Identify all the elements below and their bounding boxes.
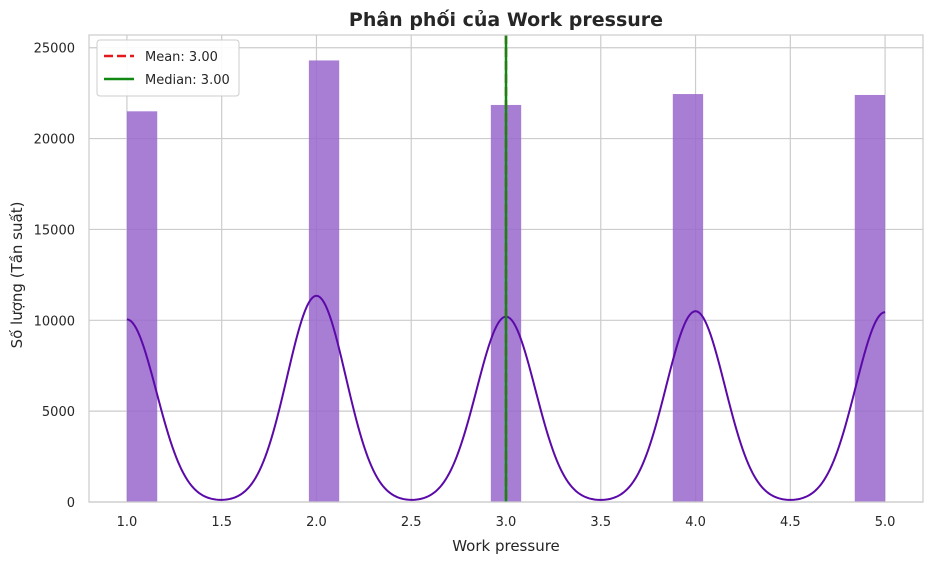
y-axis-label: Số lượng (Tần suất) xyxy=(8,202,26,349)
y-tick-label: 0 xyxy=(67,496,75,511)
y-tick-label: 10000 xyxy=(34,314,75,329)
x-tick-label: 1.5 xyxy=(211,515,232,530)
chart-title: Phân phối của Work pressure xyxy=(349,8,663,31)
legend: Mean: 3.00 Median: 3.00 xyxy=(96,39,240,97)
x-tick-label: 5.0 xyxy=(875,515,896,530)
plot-frame xyxy=(88,34,924,503)
x-tick-label: 3.5 xyxy=(590,515,611,530)
x-tick-label: 3.0 xyxy=(496,515,517,530)
x-tick-label: 2.0 xyxy=(306,515,327,530)
x-tick-label: 2.5 xyxy=(401,515,422,530)
histogram-bar xyxy=(672,94,704,502)
histogram-bar xyxy=(308,60,340,502)
x-tick-label: 4.0 xyxy=(685,515,706,530)
y-tick-labels: 0 5000 10000 15000 20000 25000 xyxy=(34,42,75,511)
legend-box xyxy=(96,39,240,97)
y-tick-label: 15000 xyxy=(34,223,75,238)
bars xyxy=(126,60,886,503)
legend-median-label: Median: 3.00 xyxy=(145,73,230,88)
y-tick-label: 25000 xyxy=(34,42,75,57)
legend-mean-label: Mean: 3.00 xyxy=(145,50,218,65)
x-tick-label: 4.5 xyxy=(780,515,801,530)
x-tick-label: 1.0 xyxy=(117,515,138,530)
x-axis-label: Work pressure xyxy=(452,537,560,555)
y-tick-label: 20000 xyxy=(34,133,75,148)
histogram-bar xyxy=(126,111,158,503)
y-tick-label: 5000 xyxy=(42,405,75,420)
histogram-bar xyxy=(854,94,886,503)
x-tick-labels: 1.0 1.5 2.0 2.5 3.0 3.5 4.0 4.5 5.0 xyxy=(117,515,896,530)
